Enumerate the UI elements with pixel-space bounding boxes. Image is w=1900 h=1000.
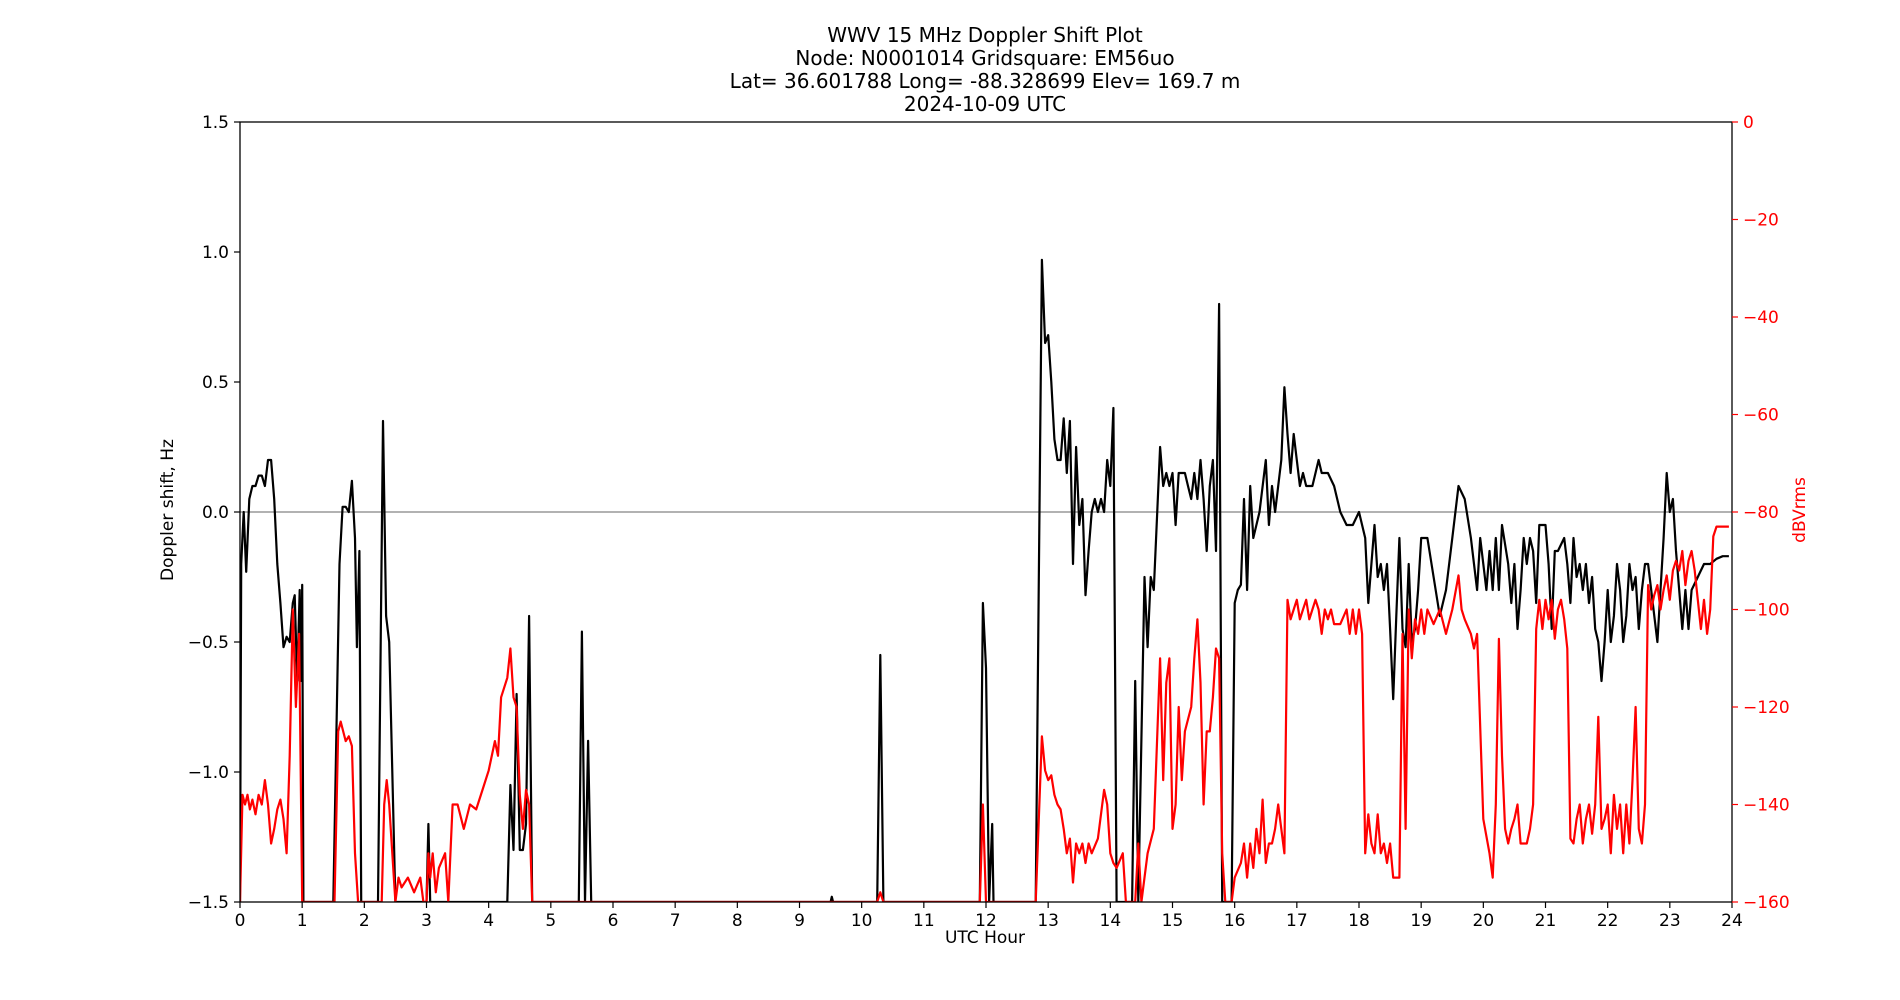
y2-tick-label: −80: [1743, 503, 1779, 523]
x-tick-label: 15: [1162, 911, 1184, 931]
x-tick-label: 18: [1348, 911, 1370, 931]
x-tick-label: 0: [235, 911, 246, 931]
y-tick-label: 0.0: [202, 503, 229, 523]
x-axis: 0 1 2 3 4 5 6 7 8 9 10 11 12 13 14 15 16 17 18 19 20 21 22 23 24: [235, 902, 1743, 931]
x-tick-label: 22: [1597, 911, 1619, 931]
x-tick-label: 13: [1037, 911, 1059, 931]
x-tick-label: 12: [975, 911, 997, 931]
y-tick-label: −1.5: [188, 893, 229, 913]
x-tick-label: 14: [1100, 911, 1122, 931]
chart-title: WWV 15 MHz Doppler Shift Plot Node: N000…: [730, 23, 1241, 116]
y2-tick-label: −160: [1743, 893, 1790, 913]
x-tick-label: 20: [1473, 911, 1495, 931]
x-tick-label: 9: [794, 911, 805, 931]
title-line-2: Node: N0001014 Gridsquare: EM56uo: [795, 46, 1174, 70]
series-layer: [240, 258, 1729, 902]
x-tick-label: 5: [545, 911, 556, 931]
y2-tick-label: −60: [1743, 406, 1779, 426]
x-tick-label: 4: [483, 911, 494, 931]
doppler-shift-series: [240, 258, 1729, 902]
y2-tick-label: −120: [1743, 698, 1790, 718]
x-tick-label: 16: [1224, 911, 1246, 931]
y-axis-left: 1.5 1.0 0.5 0.0 −0.5 −1.0 −1.5: [188, 113, 240, 913]
x-tick-label: 10: [851, 911, 873, 931]
x-tick-label: 21: [1535, 911, 1557, 931]
y-axis-label: Doppler shift, Hz: [158, 439, 178, 581]
y2-tick-label: −100: [1743, 601, 1790, 621]
y-tick-label: −1.0: [188, 763, 229, 783]
title-line-3: Lat= 36.601788 Long= -88.328699 Elev= 16…: [730, 69, 1241, 93]
x-tick-label: 3: [421, 911, 432, 931]
x-axis-label: UTC Hour: [945, 928, 1025, 948]
y2-tick-label: 0: [1743, 113, 1754, 133]
y-tick-label: 0.5: [202, 373, 229, 393]
signal-power-series: [240, 525, 1729, 902]
y2-tick-label: −40: [1743, 308, 1779, 328]
x-tick-label: 2: [359, 911, 370, 931]
y2-tick-label: −140: [1743, 796, 1790, 816]
y-axis-right: 0 −20 −40 −60 −80 −100 −120 −140 −160: [1732, 113, 1790, 913]
y-tick-label: 1.0: [202, 243, 229, 263]
title-line-4: 2024-10-09 UTC: [904, 92, 1066, 116]
x-tick-label: 6: [608, 911, 619, 931]
y-tick-label: 1.5: [202, 113, 229, 133]
x-tick-label: 7: [670, 911, 681, 931]
x-tick-label: 8: [732, 911, 743, 931]
x-tick-label: 1: [297, 911, 308, 931]
x-tick-label: 23: [1659, 911, 1681, 931]
title-line-1: WWV 15 MHz Doppler Shift Plot: [827, 23, 1143, 47]
x-tick-label: 17: [1286, 911, 1308, 931]
x-tick-label: 11: [913, 911, 935, 931]
x-tick-label: 19: [1410, 911, 1432, 931]
y2-axis-label: dBVrms: [1790, 477, 1810, 543]
x-tick-label: 24: [1721, 911, 1743, 931]
y-tick-label: −0.5: [188, 633, 229, 653]
y2-tick-label: −20: [1743, 211, 1779, 231]
